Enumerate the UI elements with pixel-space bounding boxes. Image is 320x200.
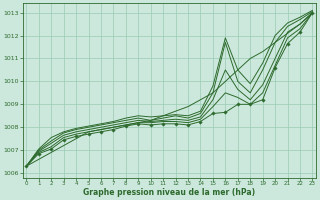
X-axis label: Graphe pression niveau de la mer (hPa): Graphe pression niveau de la mer (hPa) bbox=[83, 188, 255, 197]
